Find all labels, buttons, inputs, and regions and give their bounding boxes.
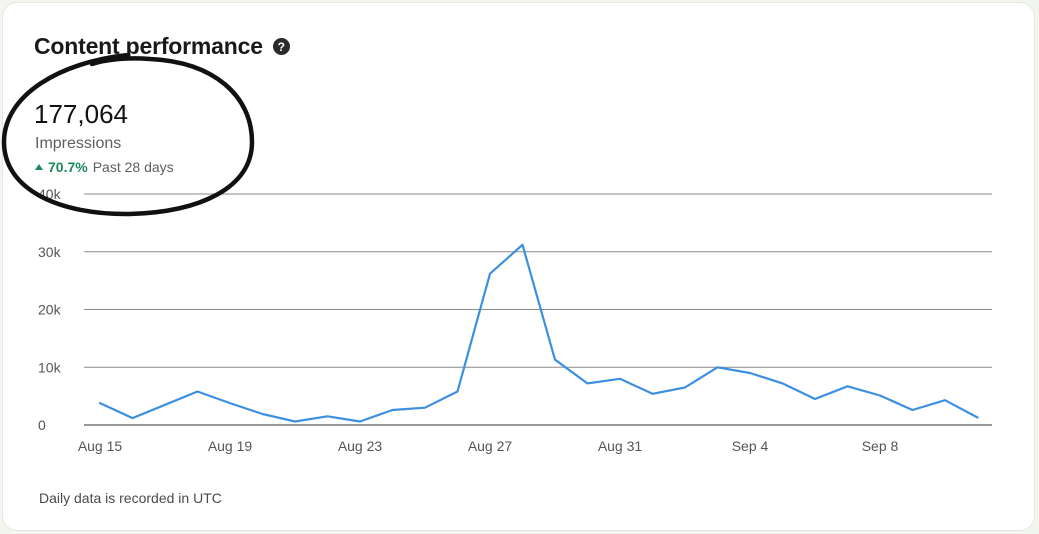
x-tick-label: Aug 23: [338, 438, 383, 454]
x-tick-label: Aug 31: [598, 438, 643, 454]
y-tick-label: 0: [38, 417, 46, 433]
data-point: [618, 377, 622, 381]
data-point: [976, 415, 980, 419]
question-circle-icon[interactable]: ?: [272, 38, 290, 55]
data-point: [326, 414, 330, 418]
data-point: [553, 358, 557, 362]
data-point: [163, 403, 167, 407]
data-point: [748, 371, 752, 375]
y-tick-label: 20k: [38, 302, 62, 318]
impressions-series-line: [98, 243, 979, 423]
data-point: [423, 406, 427, 410]
data-point: [293, 420, 297, 424]
data-point: [196, 390, 200, 394]
x-tick-label: Aug 15: [78, 438, 123, 454]
data-point: [456, 390, 460, 394]
data-point: [683, 385, 687, 389]
x-tick-label: Aug 19: [208, 438, 253, 454]
y-tick-label: 30k: [38, 244, 62, 260]
data-point: [358, 420, 362, 424]
data-point: [846, 384, 850, 388]
data-point: [716, 365, 720, 369]
data-point: [228, 401, 232, 405]
data-point: [911, 408, 915, 412]
data-point: [878, 394, 882, 398]
y-tick-label: 40k: [38, 186, 62, 202]
x-tick-label: Sep 8: [862, 438, 899, 454]
x-tick-label: Aug 27: [468, 438, 513, 454]
data-point: [813, 397, 817, 401]
data-point: [98, 401, 102, 405]
footnote: Daily data is recorded in UTC: [39, 490, 222, 506]
data-point: [131, 416, 135, 420]
y-tick-label: 10k: [38, 359, 62, 375]
data-point: [391, 408, 395, 412]
data-point: [943, 398, 947, 402]
data-point: [651, 392, 655, 396]
data-point: [521, 243, 525, 247]
data-point: [781, 381, 785, 385]
data-point: [261, 412, 265, 416]
data-point: [488, 272, 492, 276]
data-point: [586, 381, 590, 385]
x-tick-label: Sep 4: [732, 438, 769, 454]
